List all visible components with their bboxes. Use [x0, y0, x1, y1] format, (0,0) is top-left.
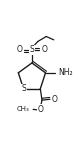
Text: NH₂: NH₂: [58, 68, 73, 77]
Text: O: O: [16, 45, 22, 54]
Text: S: S: [30, 45, 34, 54]
Text: S: S: [21, 84, 26, 93]
Text: O: O: [52, 95, 58, 104]
Text: O: O: [37, 105, 43, 114]
Text: CH₃: CH₃: [17, 106, 29, 112]
Text: O: O: [42, 45, 47, 54]
